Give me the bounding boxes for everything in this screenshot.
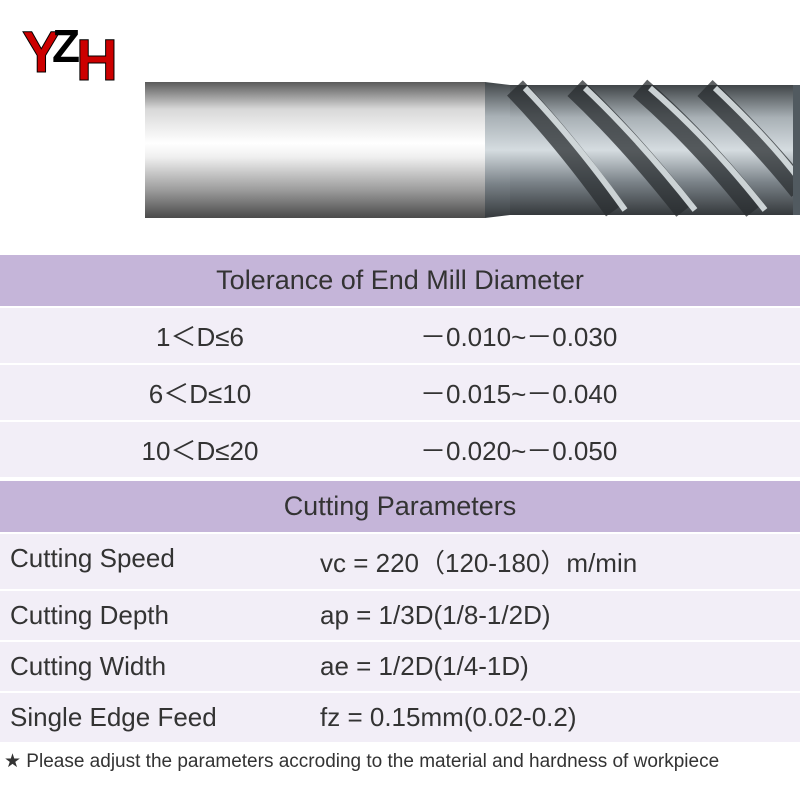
tolerance-row: 6＜D≤10 －0.015~－0.040: [0, 365, 800, 422]
cutting-label: Cutting Width: [0, 651, 320, 682]
cutting-label: Single Edge Feed: [0, 702, 320, 733]
cutting-title: Cutting Parameters: [284, 491, 517, 521]
cutting-value: fz = 0.15mm(0.02-0.2): [320, 702, 800, 733]
brand-logo: Y Z H: [20, 20, 120, 90]
product-image: [145, 70, 800, 230]
cutting-label: Cutting Speed: [0, 543, 320, 580]
cutting-row: Cutting Speed vc = 220（120-180）m/min: [0, 534, 800, 591]
spec-tables: Tolerance of End Mill Diameter 1＜D≤6 －0.…: [0, 255, 800, 779]
cutting-header: Cutting Parameters: [0, 481, 800, 534]
footnote: ★ Please adjust the parameters accroding…: [0, 744, 800, 779]
cutting-row: Cutting Width ae = 1/2D(1/4-1D): [0, 642, 800, 693]
tolerance-title: Tolerance of End Mill Diameter: [216, 265, 584, 295]
tolerance-row: 1＜D≤6 －0.010~－0.030: [0, 308, 800, 365]
cutting-row: Cutting Depth ap = 1/3D(1/8-1/2D): [0, 591, 800, 642]
tolerance-value: －0.015~－0.040: [400, 374, 800, 411]
tolerance-range: 6＜D≤10: [0, 374, 400, 411]
cutting-row: Single Edge Feed fz = 0.15mm(0.02-0.2): [0, 693, 800, 744]
tolerance-value: －0.010~－0.030: [400, 317, 800, 354]
cutting-value: vc = 220（120-180）m/min: [320, 543, 800, 580]
footnote-text: ★ Please adjust the parameters accroding…: [4, 751, 719, 772]
tolerance-range: 10＜D≤20: [0, 431, 400, 468]
tolerance-range: 1＜D≤6: [0, 317, 400, 354]
tolerance-header: Tolerance of End Mill Diameter: [0, 255, 800, 308]
cutting-value: ap = 1/3D(1/8-1/2D): [320, 600, 800, 631]
tolerance-row: 10＜D≤20 －0.020~－0.050: [0, 422, 800, 479]
cutting-label: Cutting Depth: [0, 600, 320, 631]
logo-h-icon: H: [76, 28, 118, 90]
tolerance-value: －0.020~－0.050: [400, 431, 800, 468]
cutting-value: ae = 1/2D(1/4-1D): [320, 651, 800, 682]
